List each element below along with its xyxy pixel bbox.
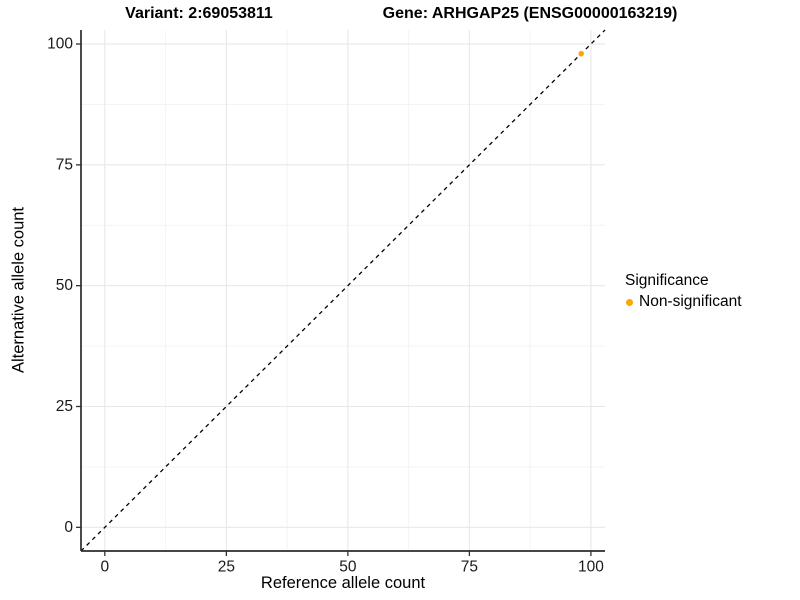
plot-title-variant: Variant: 2:69053811 [125,5,273,22]
x-axis-title: Reference allele count [260,574,426,592]
legend: Significance Non-significant [624,272,742,311]
y-tick-label: 25 [56,398,73,415]
identity-line [80,29,606,552]
y-axis-title: Alternative allele count [9,206,28,374]
legend-item-label: Non-significant [639,293,742,310]
x-tick-label: 75 [461,558,478,575]
y-tick-label: 50 [56,277,74,294]
data-point [578,50,584,57]
legend-title: Significance [625,272,709,289]
y-tick-label: 100 [47,36,73,53]
legend-dot-icon [626,298,633,306]
y-tick-label: 0 [64,519,73,536]
legend-entry: Non-significant [624,293,742,311]
plot-title-gene: Gene: ARHGAP25 (ENSG00000163219) [382,5,678,22]
x-tick-label: 0 [101,558,110,575]
x-tick-label: 100 [578,558,604,575]
x-tick-label: 25 [218,558,235,575]
y-tick-label: 75 [56,156,73,173]
x-tick-label: 50 [339,558,357,575]
